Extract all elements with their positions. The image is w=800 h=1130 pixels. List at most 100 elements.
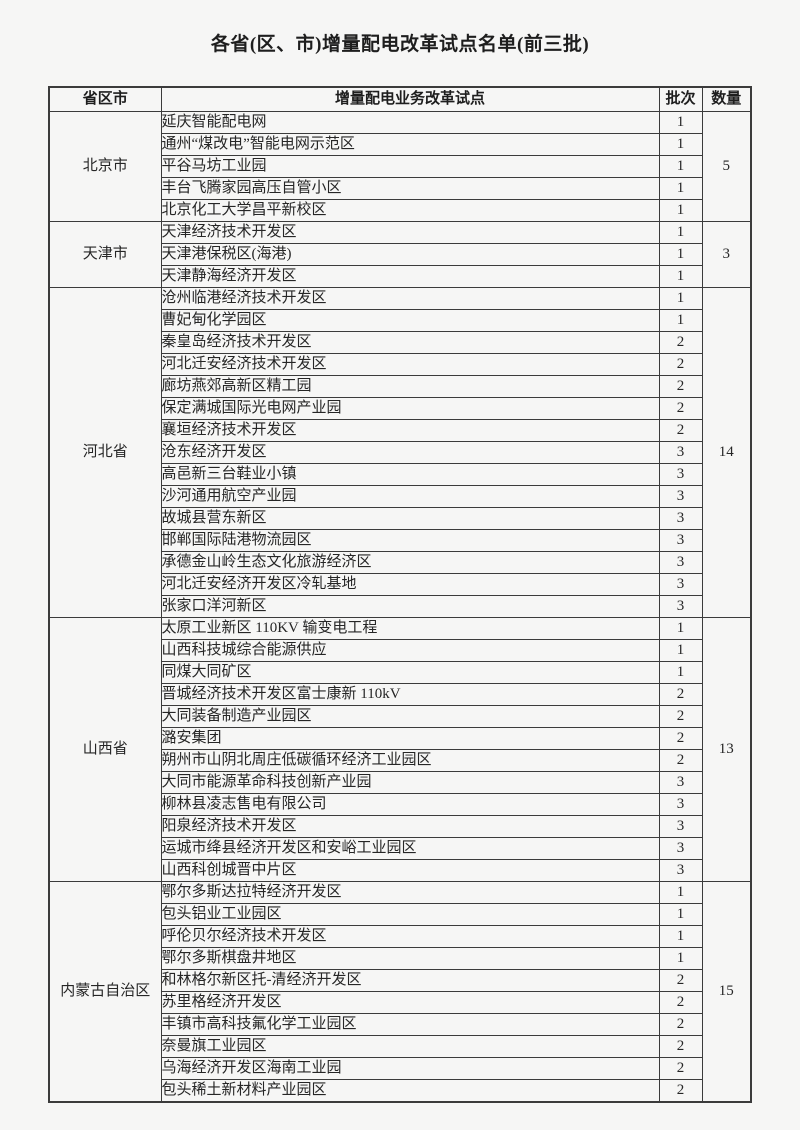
pilot-name-cell: 山西科技城综合能源供应 [160,638,660,662]
pilot-name-cell: 大同市能源革命科技创新产业园 [160,770,660,794]
col-header-count: 数量 [701,86,752,112]
table-row: 晋城经济技术开发区富士康新 110kV 2 [49,682,751,706]
table-row: 承德金山岭生态文化旅游经济区 3 [49,550,751,574]
pilot-name-cell: 廊坊燕郊高新区精工园 [160,374,660,398]
table-row: 朔州市山阴北周庄低碳循环经济工业园区 2 [49,748,751,772]
count-cell: 5 [701,110,752,222]
pilot-name-cell: 天津港保税区(海港) [160,242,660,266]
batch-cell: 3 [658,572,703,596]
batch-cell: 2 [658,726,703,750]
pilot-name-cell: 保定满城国际光电网产业园 [160,396,660,420]
pilot-name-cell: 柳林县凌志售电有限公司 [160,792,660,816]
batch-cell: 2 [658,374,703,398]
pilot-name-cell: 平谷马坊工业园 [160,154,660,178]
pilot-name-cell: 天津静海经济开发区 [160,264,660,288]
pilot-name-cell: 包头稀土新材料产业园区 [160,1078,660,1102]
province-cell: 北京市 [48,110,162,222]
table-row: 天津港保税区(海港) 1 [49,242,751,266]
page-title: 各省(区、市)增量配电改革试点名单(前三批) [210,34,590,55]
batch-cell: 3 [658,440,703,464]
pilot-name-cell: 通州“煤改电”智能电网示范区 [160,132,660,156]
batch-cell: 1 [658,638,703,662]
batch-cell: 1 [658,660,703,684]
batch-cell: 1 [658,198,703,222]
pilot-name-cell: 高邑新三台鞋业小镇 [160,462,660,486]
batch-cell: 1 [658,616,703,640]
batch-cell: 2 [658,1078,703,1102]
pilot-name-cell: 鄂尔多斯达拉特经济开发区 [160,880,660,904]
pilot-name-cell: 苏里格经济开发区 [160,990,660,1014]
table-row: 曹妃甸化学园区 1 [49,308,751,332]
table-row: 呼伦贝尔经济技术开发区 1 [49,924,751,948]
batch-cell: 1 [658,902,703,926]
table-row: 河北省 沧州临港经济技术开发区 1 14 [48,286,752,618]
pilot-name-cell: 阳泉经济技术开发区 [160,814,660,838]
batch-cell: 1 [658,110,703,134]
pilot-name-cell: 呼伦贝尔经济技术开发区 [160,924,660,948]
table-header: 省区市 增量配电业务改革试点 批次 数量 [48,86,752,112]
pilot-name-cell: 潞安集团 [160,726,660,750]
pilot-name-cell: 沧东经济开发区 [160,440,660,464]
table-row: 运城市绛县经济开发区和安峪工业园区 3 [49,836,751,860]
table-row: 丰台飞腾家园高压自管小区 1 [49,176,751,200]
pilot-name-cell: 北京化工大学昌平新校区 [160,198,660,222]
batch-cell: 1 [658,132,703,156]
batch-cell: 2 [658,1034,703,1058]
batch-cell: 3 [658,528,703,552]
pilot-name-cell: 运城市绛县经济开发区和安峪工业园区 [160,836,660,860]
batch-cell: 1 [658,286,703,310]
table-row: 高邑新三台鞋业小镇 3 [49,462,751,486]
pilot-name-cell: 邯郸国际陆港物流园区 [160,528,660,552]
batch-cell: 2 [658,352,703,376]
pilot-name-cell: 延庆智能配电网 [160,110,660,134]
pilot-name-cell: 鄂尔多斯棋盘井地区 [160,946,660,970]
pilot-name-cell: 曹妃甸化学园区 [160,308,660,332]
batch-cell: 3 [658,814,703,838]
batch-cell: 1 [658,308,703,332]
batch-cell: 3 [658,594,703,618]
table-row: 河北迁安经济开发区冷轧基地 3 [49,572,751,596]
pilot-name-cell: 秦皇岛经济技术开发区 [160,330,660,354]
pilot-name-cell: 天津经济技术开发区 [160,220,660,244]
batch-cell: 2 [658,1012,703,1036]
batch-cell: 2 [658,1056,703,1080]
pilot-name-cell: 山西科创城晋中片区 [160,858,660,882]
pilot-name-cell: 同煤大同矿区 [160,660,660,684]
pilot-name-cell: 河北迁安经济技术开发区 [160,352,660,376]
col-header-province: 省区市 [48,86,162,112]
batch-cell: 2 [658,396,703,420]
table-row: 包头稀土新材料产业园区 2 [49,1078,751,1102]
table-row: 山西省 太原工业新区 110KV 输变电工程 1 13 [48,616,752,882]
pilot-name-cell: 河北迁安经济开发区冷轧基地 [160,572,660,596]
table-row: 包头铝业工业园区 1 [49,902,751,926]
table-row: 内蒙古自治区 鄂尔多斯达拉特经济开发区 1 15 [48,880,752,1102]
batch-cell: 3 [658,858,703,882]
batch-cell: 1 [658,264,703,288]
pilot-name-cell: 丰台飞腾家园高压自管小区 [160,176,660,200]
batch-cell: 3 [658,550,703,574]
pilot-name-cell: 张家口洋河新区 [160,594,660,618]
pilot-name-cell: 朔州市山阴北周庄低碳循环经济工业园区 [160,748,660,772]
table-body: 北京市 延庆智能配电网 1 5 通州“煤改电”智能电网示范区 1 平谷马坊工业园 1 丰台飞腾家… [48,110,752,1102]
batch-cell: 3 [658,462,703,486]
table-row: 乌海经济开发区海南工业园 2 [49,1056,751,1080]
province-cell: 山西省 [48,616,162,882]
col-header-batch: 批次 [658,86,703,112]
batch-cell: 2 [658,418,703,442]
batch-cell: 2 [658,704,703,728]
pilot-name-cell: 太原工业新区 110KV 输变电工程 [160,616,660,640]
table-row: 故城县营东新区 3 [49,506,751,530]
province-cell: 内蒙古自治区 [48,880,162,1102]
header-row: 省区市 增量配电业务改革试点 批次 数量 [48,86,752,112]
table-row: 秦皇岛经济技术开发区 2 [49,330,751,354]
count-cell: 3 [701,220,752,288]
batch-cell: 1 [658,220,703,244]
pilot-name-cell: 包头铝业工业园区 [160,902,660,926]
pilot-name-cell: 沧州临港经济技术开发区 [160,286,660,310]
pilot-name-cell: 大同装备制造产业园区 [160,704,660,728]
col-header-pilot: 增量配电业务改革试点 [160,86,660,112]
pilot-name-cell: 和林格尔新区托-清经济开发区 [160,968,660,992]
table-row: 鄂尔多斯棋盘井地区 1 [49,946,751,970]
table-row: 天津市 天津经济技术开发区 1 3 [48,220,752,288]
count-cell: 13 [701,616,752,882]
